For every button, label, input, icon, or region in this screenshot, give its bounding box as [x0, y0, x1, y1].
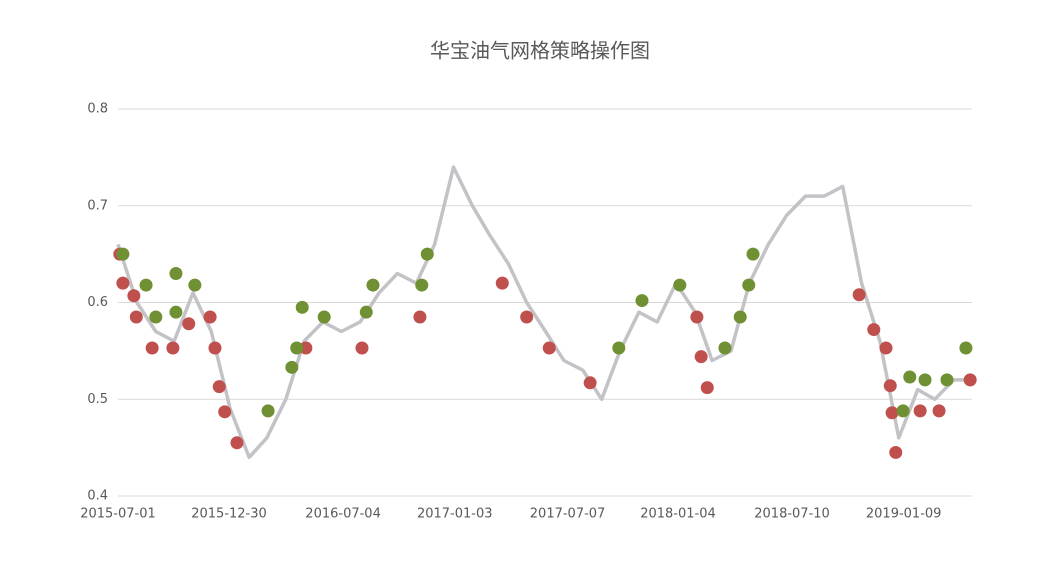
trade-marker — [542, 341, 556, 355]
y-tick-label: 0.7 — [87, 198, 108, 213]
trade-marker — [583, 376, 597, 390]
trade-marker — [746, 247, 760, 261]
trade-marker — [317, 310, 331, 324]
trade-marker — [116, 276, 130, 290]
trade-marker — [612, 341, 626, 355]
trade-marker — [852, 288, 866, 302]
trade-marker — [203, 310, 217, 324]
trade-marker — [415, 278, 429, 292]
trade-marker — [733, 310, 747, 324]
trade-marker — [420, 247, 434, 261]
trade-marker — [285, 360, 299, 374]
trade-marker — [169, 305, 183, 319]
trade-marker — [261, 404, 275, 418]
trade-marker — [366, 278, 380, 292]
y-tick-label: 0.4 — [87, 489, 108, 504]
x-tick-label: 2016-07-04 — [305, 507, 381, 522]
trade-marker — [940, 373, 954, 387]
trade-marker — [495, 276, 509, 290]
price-line — [116, 165, 972, 460]
x-tick-label: 2019-01-09 — [866, 507, 942, 522]
trade-marker — [889, 445, 903, 459]
y-tick-label: 0.6 — [87, 295, 108, 310]
trade-marker — [145, 341, 159, 355]
y-tick-label: 0.5 — [87, 392, 108, 407]
trade-marker — [879, 341, 893, 355]
x-tick-label: 2018-01-04 — [640, 507, 716, 522]
x-tick-label: 2018-07-10 — [754, 507, 830, 522]
trade-marker — [355, 341, 369, 355]
trade-marker — [129, 310, 143, 324]
trade-marker — [188, 278, 202, 292]
trade-marker — [212, 380, 226, 394]
x-tick-label: 2017-07-07 — [530, 507, 606, 522]
trade-marker — [867, 323, 881, 337]
trade-marker — [116, 247, 130, 261]
trade-marker — [149, 310, 163, 324]
y-tick-label: 0.8 — [87, 102, 108, 117]
trade-marker — [673, 278, 687, 292]
trade-marker — [718, 341, 732, 355]
trade-marker — [295, 300, 309, 314]
trade-marker — [218, 405, 232, 419]
trade-marker — [299, 341, 313, 355]
trade-marker — [413, 310, 427, 324]
trade-marker — [139, 278, 153, 292]
trade-marker — [127, 289, 141, 303]
trade-marker — [963, 373, 977, 387]
trade-marker — [932, 404, 946, 418]
trade-marker — [896, 404, 910, 418]
chart-title: 华宝油气网格策略操作图 — [430, 39, 650, 63]
trade-marker — [903, 370, 917, 384]
trade-marker — [182, 317, 196, 331]
trade-marker — [742, 278, 756, 292]
trade-marker — [290, 341, 304, 355]
x-tick-label: 2017-01-03 — [417, 507, 493, 522]
x-tick-label: 2015-07-01 — [80, 507, 156, 522]
trade-marker — [918, 373, 932, 387]
trade-marker — [885, 406, 899, 420]
trade-marker — [169, 266, 183, 280]
trade-marker — [635, 294, 649, 308]
trade-marker — [694, 350, 708, 364]
x-tick-label: 2015-12-30 — [191, 507, 267, 522]
trade-marker — [913, 404, 927, 418]
trade-marker — [959, 341, 973, 355]
trade-marker — [166, 341, 180, 355]
trade-marker — [690, 310, 704, 324]
trade-marker — [520, 310, 534, 324]
trade-marker — [230, 436, 244, 450]
trade-marker — [208, 341, 222, 355]
trade-marker — [883, 379, 897, 393]
trade-marker — [359, 305, 373, 319]
trade-marker — [700, 381, 714, 395]
